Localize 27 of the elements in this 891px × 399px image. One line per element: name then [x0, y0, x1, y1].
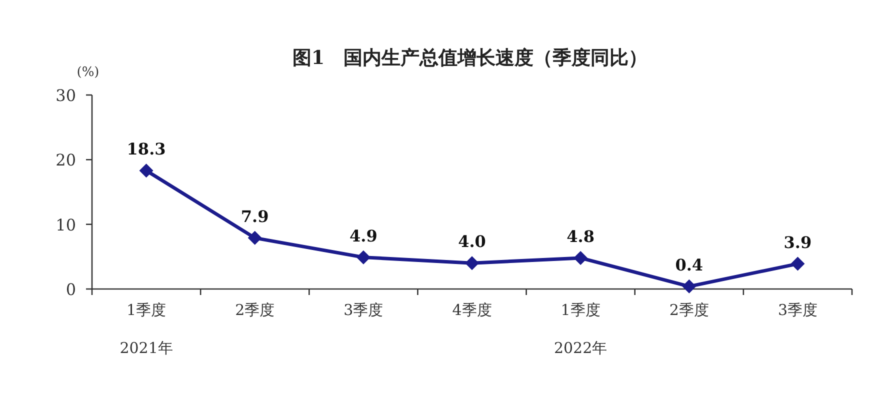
y-tick-label: 20 [56, 150, 76, 170]
y-tick-label: 30 [56, 86, 76, 105]
text: 18.3 [126, 140, 166, 159]
point [356, 250, 370, 264]
point [465, 256, 479, 270]
chart-title: 图1 国内生产总值增长速度（季度同比） [292, 47, 648, 69]
x-tick-label: 3季度 [778, 301, 818, 319]
text: 3.9 [784, 232, 812, 252]
y-tick-label: 0 [66, 280, 76, 299]
point [248, 230, 262, 245]
point [682, 279, 696, 294]
text: 4.8 [566, 226, 594, 246]
x-tick-label: 2季度 [669, 301, 709, 319]
text: 7.9 [240, 206, 269, 226]
category-label: 1季度 2021年 [120, 301, 173, 357]
x-tick-label: 3季度 [344, 301, 384, 319]
text: 4.9 [350, 226, 378, 246]
category-label: 1季度 2022年 [554, 301, 608, 357]
x-tick-label: 2季度 [235, 301, 275, 319]
y-tick-label: 10 [56, 215, 76, 234]
point [139, 164, 154, 178]
x-tick-label: 4季度 [452, 301, 492, 319]
point [790, 256, 805, 271]
text: 0.4 [675, 255, 704, 274]
point [574, 250, 588, 265]
y-axis-title: (%) [76, 65, 100, 80]
text: 4.0 [458, 232, 486, 252]
